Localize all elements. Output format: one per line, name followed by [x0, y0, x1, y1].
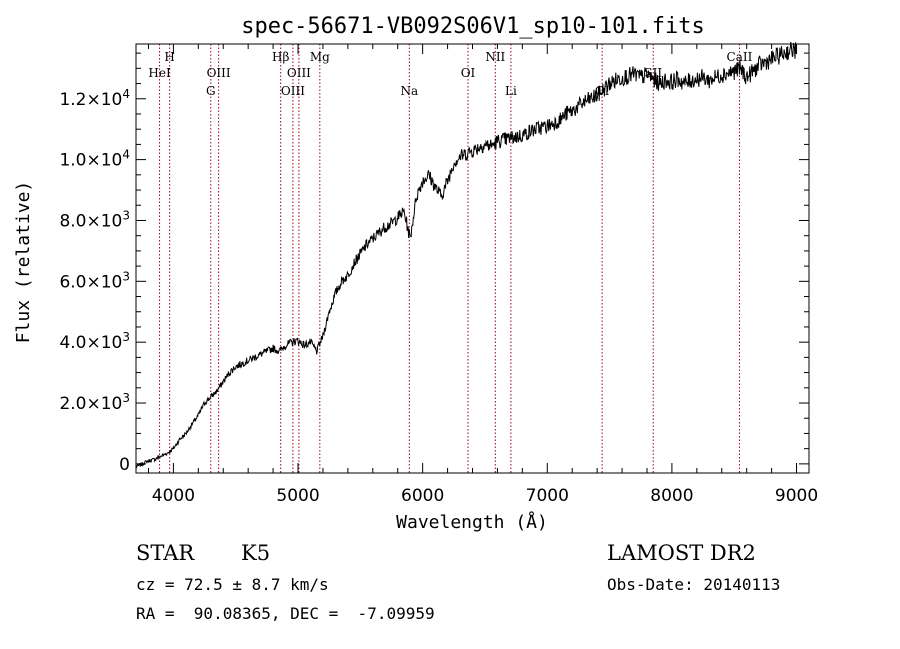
- spectrum-line: [135, 41, 797, 469]
- y-tick-label-3: 6.0×103: [59, 269, 130, 292]
- spectral-line-label-9: OI: [461, 66, 476, 80]
- x-tick-labels: 4000 5000 6000 7000 8000 9000: [152, 486, 818, 506]
- x-axis-label: Wavelength (Å): [396, 511, 548, 533]
- spectral-line-label-4: Hβ: [272, 50, 289, 64]
- x-tick-label-5: 9000: [775, 486, 818, 506]
- spectral-line-label-10: NII: [485, 50, 505, 64]
- y-tick-label-2: 4.0×103: [59, 330, 130, 353]
- x-tick-label-3: 7000: [526, 486, 569, 506]
- spectral-line-label-11: Li: [505, 84, 517, 98]
- redshift-velocity: cz = 72.5 ± 8.7 km/s: [136, 575, 329, 594]
- observation-date: Obs-Date: 20140113: [607, 575, 781, 594]
- plot-frame: [135, 43, 810, 474]
- spectral-line-label-6: OIII: [287, 66, 311, 80]
- x-tick-label-1: 5000: [276, 486, 319, 506]
- object-type: STAR: [136, 541, 195, 565]
- coordinates: RA = 90.08365, DEC = -7.09959: [136, 604, 435, 623]
- series-layer: [135, 41, 797, 469]
- spectral-line-label-5: OIII: [281, 84, 305, 98]
- spectral-line-label-14: CaII: [727, 50, 753, 64]
- spectral-line-label-1: H: [164, 50, 174, 64]
- x-tick-label-0: 4000: [152, 486, 195, 506]
- y-tick-label-1: 2.0×103: [59, 391, 130, 414]
- spectral-class: K5: [241, 541, 271, 565]
- y-tick-labels: 0 2.0×103 4.0×103 6.0×103 8.0×103 1.0×104 1.2×…: [59, 87, 130, 475]
- spectral-line-label-0: HeI: [148, 66, 171, 80]
- y-axis-label: Flux (relative): [13, 181, 34, 344]
- spectral-line-label-2: G: [206, 84, 216, 98]
- y-tick-label-6: 1.2×104: [59, 87, 130, 110]
- axis-ticks: [136, 44, 809, 473]
- survey-name: LAMOST DR2: [607, 541, 756, 565]
- x-tick-label-4: 8000: [650, 486, 693, 506]
- y-tick-label-5: 1.0×104: [59, 148, 130, 171]
- chart-title: spec-56671-VB092S06V1_sp10-101.fits: [241, 14, 705, 39]
- x-tick-label-2: 6000: [401, 486, 444, 506]
- spectral-line-label-7: Mg: [310, 50, 330, 64]
- spectral-line-label-3: OIII: [207, 66, 231, 80]
- y-tick-label-4: 8.0×103: [59, 208, 130, 231]
- spectral-line-label-8: Na: [400, 84, 418, 98]
- y-tick-label-0: 0: [119, 455, 130, 475]
